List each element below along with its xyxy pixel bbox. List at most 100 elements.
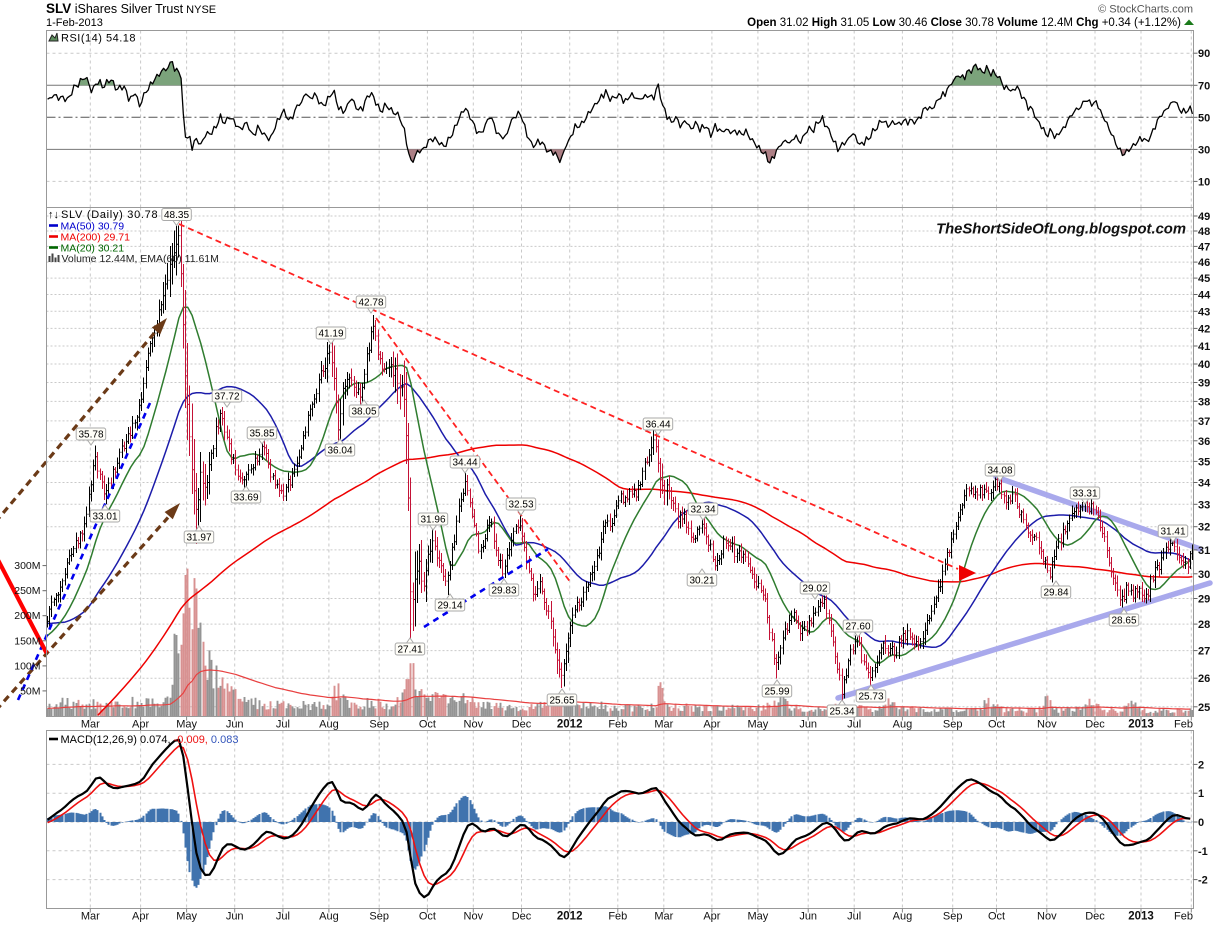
svg-text:1-Feb-2013: 1-Feb-2013 [46,17,103,29]
svg-text:Nov: Nov [1037,719,1057,731]
svg-text:42.78: 42.78 [358,298,383,309]
svg-text:Nov: Nov [464,911,484,923]
svg-text:0: 0 [1198,817,1204,829]
svg-text:29.14: 29.14 [437,601,462,612]
svg-text:43: 43 [1198,306,1210,318]
svg-text:27: 27 [1198,646,1210,658]
svg-text:31.41: 31.41 [1160,527,1185,538]
svg-text:38.05: 38.05 [351,407,376,418]
svg-text:Jun: Jun [226,719,244,731]
svg-text:34: 34 [1198,478,1211,490]
svg-text:Nov: Nov [1037,911,1057,923]
svg-text:27.60: 27.60 [845,622,870,633]
svg-text:29.02: 29.02 [802,584,827,595]
svg-text:Oct: Oct [419,719,436,731]
svg-text:33.31: 33.31 [1072,489,1097,500]
svg-text:50: 50 [1198,112,1210,124]
svg-text:33: 33 [1198,499,1210,511]
svg-text:MA(200) 29.71: MA(200) 29.71 [61,232,131,244]
svg-text:Mar: Mar [81,719,100,731]
svg-text:2013: 2013 [1128,911,1154,923]
svg-text:48: 48 [1198,226,1210,238]
svg-text:2013: 2013 [1128,719,1154,731]
svg-text:Dec: Dec [512,719,532,731]
svg-text:38: 38 [1198,396,1210,408]
svg-text:May: May [748,911,769,923]
svg-text:30: 30 [1198,569,1210,581]
svg-text:200M: 200M [14,610,40,622]
svg-text:32.34: 32.34 [690,505,715,516]
svg-text:MACD(12,26,9) 0.074, -0.009, 0: MACD(12,26,9) 0.074, -0.009, 0.083 [61,734,239,746]
svg-text:41.19: 41.19 [318,329,343,340]
svg-text:SLV iShares Silver Trust NYSE: SLV iShares Silver Trust NYSE [46,1,216,16]
svg-text:35: 35 [1198,456,1210,468]
svg-text:SLV (Daily) 30.78: SLV (Daily) 30.78 [61,209,158,221]
svg-text:1: 1 [1198,788,1204,800]
svg-text:46: 46 [1198,257,1210,269]
svg-text:300M: 300M [14,560,40,572]
svg-text:30.21: 30.21 [689,576,714,587]
svg-text:36.44: 36.44 [645,420,670,431]
svg-text:37.72: 37.72 [214,392,239,403]
svg-text:Jul: Jul [276,719,290,731]
svg-text:100M: 100M [14,660,40,672]
svg-text:70: 70 [1198,80,1210,92]
svg-text:34.44: 34.44 [452,458,477,469]
svg-text:39: 39 [1198,378,1210,390]
svg-text:33.01: 33.01 [92,512,117,523]
svg-text:29.83: 29.83 [491,586,516,597]
svg-text:RSI(14) 54.18: RSI(14) 54.18 [61,33,136,45]
svg-text:Apr: Apr [703,719,720,731]
svg-text:Sep: Sep [943,719,963,731]
svg-text:32: 32 [1198,522,1210,534]
svg-text:Dec: Dec [1085,719,1105,731]
svg-text:MA(20) 30.21: MA(20) 30.21 [61,243,125,255]
svg-text:2012: 2012 [557,911,583,923]
svg-text:Oct: Oct [988,719,1005,731]
svg-text:36: 36 [1198,436,1210,448]
svg-text:Feb: Feb [608,719,627,731]
svg-text:Oct: Oct [419,911,436,923]
svg-text:35.78: 35.78 [78,430,103,441]
svg-text:25.73: 25.73 [858,692,883,703]
svg-text:Mar: Mar [654,719,673,731]
svg-text:-2: -2 [1198,875,1208,887]
svg-text:31.96: 31.96 [420,515,445,526]
svg-text:30: 30 [1198,144,1210,156]
svg-text:Feb: Feb [608,911,627,923]
svg-text:28: 28 [1198,619,1210,631]
svg-text:Jun: Jun [799,719,817,731]
svg-text:-1: -1 [1198,846,1208,858]
svg-text:90: 90 [1198,48,1210,60]
svg-text:28.65: 28.65 [1111,616,1136,627]
svg-text:10: 10 [1198,176,1210,188]
svg-text:150M: 150M [14,635,40,647]
svg-text:44: 44 [1198,290,1211,302]
svg-text:Sep: Sep [943,911,963,923]
svg-text:25: 25 [1198,702,1210,714]
svg-text:Apr: Apr [132,719,149,731]
svg-text:Aug: Aug [319,719,339,731]
svg-text:33.69: 33.69 [233,493,258,504]
svg-text:47: 47 [1198,241,1210,253]
svg-text:Jul: Jul [847,911,861,923]
svg-text:Volume 12.44M, EMA(60) 11.61M: Volume 12.44M, EMA(60) 11.61M [62,253,219,265]
svg-text:25.65: 25.65 [549,696,574,707]
svg-text:May: May [176,719,197,731]
svg-text:29: 29 [1198,594,1210,606]
svg-text:Sep: Sep [369,719,389,731]
svg-text:Oct: Oct [988,911,1005,923]
svg-text:31.97: 31.97 [186,533,211,544]
svg-text:2: 2 [1198,759,1204,771]
svg-text:40: 40 [1198,359,1210,371]
svg-text:Aug: Aug [319,911,339,923]
svg-text:31: 31 [1198,545,1210,557]
svg-text:Feb: Feb [1174,719,1193,731]
svg-text:Jun: Jun [799,911,817,923]
svg-text:48.35: 48.35 [164,210,189,221]
svg-text:2012: 2012 [557,719,583,731]
svg-text:32.53: 32.53 [508,500,533,511]
svg-text:Sep: Sep [369,911,389,923]
svg-text:May: May [748,719,769,731]
svg-text:Dec: Dec [512,911,532,923]
